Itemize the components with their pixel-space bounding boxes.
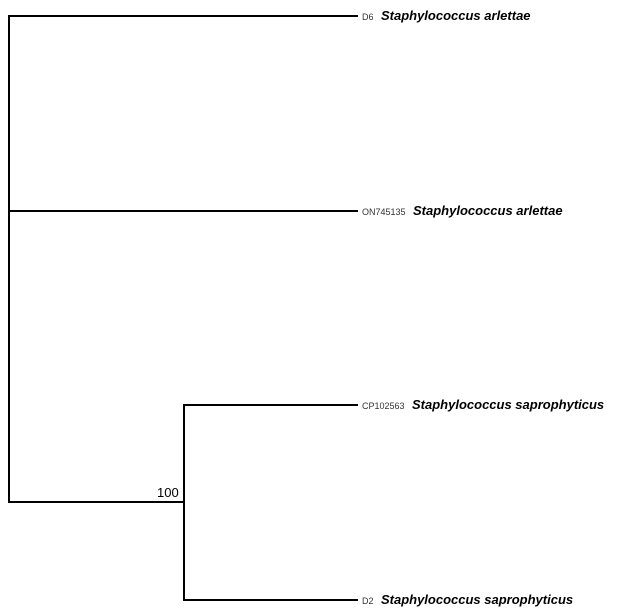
leaf-label-on745135: ON745135 Staphylococcus arlettae: [362, 202, 563, 219]
species-label: Staphylococcus saprophyticus: [381, 592, 573, 607]
species-label: Staphylococcus arlettae: [381, 8, 531, 23]
species-label: Staphylococcus saprophyticus: [412, 397, 604, 412]
leaf-label-d6: D6 Staphylococcus arlettae: [362, 7, 531, 24]
accession-label: D2: [362, 596, 374, 606]
accession-label: CP102563: [362, 401, 405, 411]
leaf-label-cp102563: CP102563 Staphylococcus saprophyticus: [362, 396, 604, 413]
accession-label: ON745135: [362, 207, 406, 217]
bootstrap-value: 100: [157, 485, 179, 500]
species-label: Staphylococcus arlettae: [413, 203, 563, 218]
accession-label: D6: [362, 12, 374, 22]
leaf-label-d2: D2 Staphylococcus saprophyticus: [362, 591, 573, 608]
